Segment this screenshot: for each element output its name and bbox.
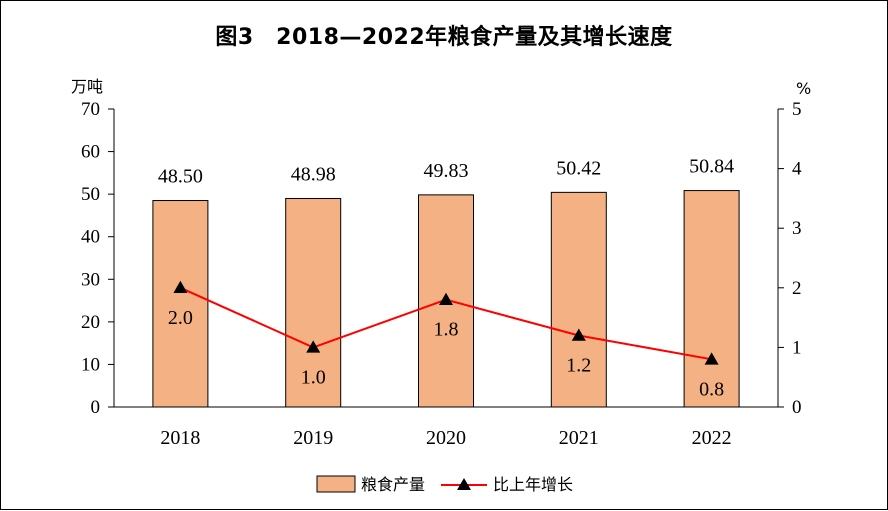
- growth-label-2020: 1.8: [434, 319, 459, 341]
- bar-label-2020: 49.83: [424, 160, 469, 182]
- y-right-tick-1: 1: [792, 337, 802, 358]
- bar-2019: [285, 197, 342, 408]
- y-left-tick-40: 40: [81, 227, 100, 248]
- growth-label-2019: 1.0: [301, 366, 326, 388]
- growth-label-2018: 2.0: [168, 307, 193, 329]
- legend-line-label: 比上年增长: [493, 475, 573, 494]
- legend-bar-swatch: [316, 475, 356, 493]
- y-left-tick-70: 70: [81, 99, 100, 120]
- y-left-tick-10: 10: [81, 354, 100, 375]
- growth-label-2021: 1.2: [566, 354, 591, 376]
- bar-2022: [683, 190, 740, 408]
- bar-2018: [152, 200, 209, 408]
- y-right-tick-5: 5: [792, 99, 802, 120]
- y-right-unit: %: [796, 79, 811, 98]
- y-right-tick-3: 3: [792, 218, 802, 239]
- growth-marker-2021: [571, 328, 586, 341]
- y-left-tick-60: 60: [81, 142, 100, 163]
- growth-marker-2020: [439, 292, 453, 305]
- x-tick-2019: 2019: [293, 427, 333, 449]
- y-right-tick-0: 0: [792, 397, 802, 418]
- growth-label-2022: 0.8: [699, 378, 724, 400]
- legend-bar-label: 粮食产量: [361, 475, 425, 494]
- y-left-tick-0: 0: [91, 397, 101, 418]
- legend-line-marker: [457, 478, 471, 490]
- y-left-unit: 万吨: [71, 77, 103, 96]
- x-tick-2018: 2018: [160, 427, 200, 449]
- growth-marker-2018: [173, 280, 188, 294]
- bar-label-2022: 50.84: [689, 156, 734, 178]
- y-left-tick-50: 50: [81, 184, 100, 205]
- x-tick-2022: 2022: [692, 427, 732, 449]
- bar-label-2021: 50.42: [556, 157, 601, 179]
- growth-marker-2022: [704, 352, 719, 365]
- bar-2021: [550, 191, 607, 408]
- chart-title: 图3 2018—2022年粮食产量及其增长速度: [215, 25, 673, 50]
- y-left-tick-30: 30: [81, 269, 100, 290]
- bar-label-2019: 48.98: [291, 163, 336, 185]
- bar-label-2018: 48.50: [158, 166, 203, 188]
- x-tick-2021: 2021: [559, 427, 599, 449]
- growth-marker-2019: [306, 340, 321, 353]
- y-left-tick-20: 20: [81, 312, 100, 333]
- y-right-tick-4: 4: [792, 159, 802, 180]
- x-tick-2020: 2020: [426, 427, 466, 449]
- y-right-tick-2: 2: [792, 278, 802, 299]
